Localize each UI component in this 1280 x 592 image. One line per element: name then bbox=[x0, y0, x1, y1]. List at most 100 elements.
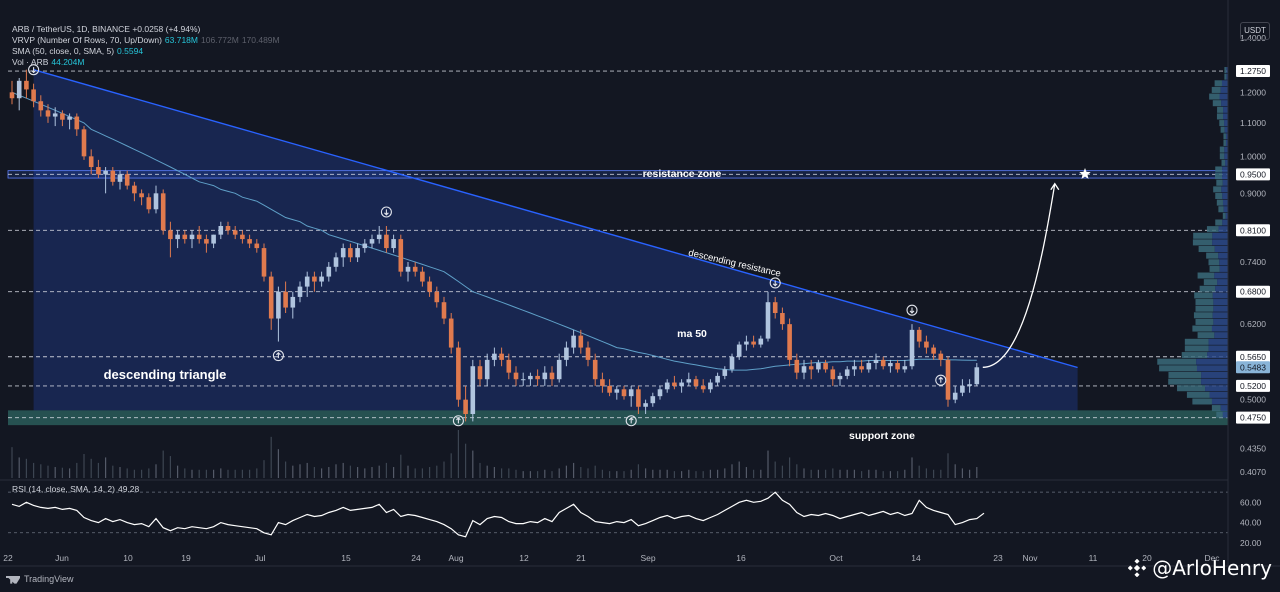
legend-sma-label: SMA (50, close, 0, SMA, 5) bbox=[12, 46, 115, 56]
price-tag-box bbox=[1236, 379, 1270, 392]
volume-bar bbox=[220, 468, 222, 478]
vrvp-row-up bbox=[1219, 146, 1225, 153]
volume-bar bbox=[853, 469, 855, 478]
candle-body bbox=[283, 291, 288, 308]
volume-bar bbox=[652, 469, 654, 478]
price-axis[interactable]: 1.4000 1.2000 1.1000 1.0000 0.9000 0.7400 0.62… bbox=[1227, 0, 1270, 566]
candle-body bbox=[117, 174, 123, 182]
time-tick-label: 20 bbox=[1142, 553, 1152, 563]
price-tick-label: 0.4070 bbox=[1240, 467, 1266, 477]
candle-body bbox=[434, 291, 440, 303]
volume-bar bbox=[126, 468, 128, 478]
candle-body bbox=[348, 248, 353, 258]
candle-body bbox=[513, 372, 519, 380]
volume-bar bbox=[40, 464, 42, 478]
vrvp-row-up bbox=[1192, 239, 1213, 246]
volume-bar bbox=[817, 469, 819, 478]
volume-bar bbox=[493, 467, 495, 478]
volume-bar bbox=[321, 468, 323, 478]
volume-bar bbox=[227, 469, 229, 478]
candle-body bbox=[139, 193, 144, 198]
volume-bar bbox=[544, 469, 546, 478]
volume-bar bbox=[457, 430, 459, 478]
volume-bar bbox=[414, 468, 416, 478]
candle-body bbox=[427, 281, 432, 292]
volume-bar bbox=[364, 468, 366, 478]
candle-body bbox=[895, 363, 900, 370]
volume-bar bbox=[738, 461, 740, 478]
volume-bar bbox=[241, 469, 243, 478]
price-tag-label: 0.4750 bbox=[1240, 413, 1266, 423]
legend-vol-row: Vol · ARB 44.204M bbox=[12, 57, 280, 68]
volume-bar bbox=[515, 469, 517, 478]
vrvp-row-down bbox=[1208, 338, 1228, 345]
arrow-down-icon bbox=[906, 304, 918, 316]
volume-bar bbox=[18, 457, 20, 478]
volume-bar bbox=[904, 469, 906, 478]
candle-body bbox=[600, 379, 605, 386]
candle-body bbox=[679, 382, 684, 386]
volume-bar bbox=[198, 469, 200, 478]
volume-bar bbox=[933, 469, 935, 478]
candle-body bbox=[909, 329, 915, 367]
vrvp-row-down bbox=[1223, 206, 1228, 213]
volume-bar bbox=[249, 469, 251, 478]
candle-body bbox=[816, 363, 821, 370]
time-axis[interactable]: 22 Jun 10 19 Jul 15 24 Aug 12 21 Sep 16 Oct 14 23 Nov 11… bbox=[0, 553, 1280, 567]
candle-body bbox=[326, 266, 332, 277]
breakout-projection bbox=[982, 168, 1091, 368]
vrvp-row-down bbox=[1223, 113, 1228, 120]
price-tag-box bbox=[1236, 411, 1270, 424]
time-tick-label: 15 bbox=[341, 553, 351, 563]
volume-bar bbox=[357, 467, 359, 478]
time-tick-label: Sep bbox=[640, 553, 655, 563]
vrvp-row-down bbox=[1213, 318, 1228, 325]
vrvp-row-up bbox=[1211, 86, 1221, 93]
currency-button[interactable]: USDT bbox=[1240, 22, 1270, 40]
volume-bar bbox=[767, 450, 769, 478]
volume-bar bbox=[825, 469, 827, 478]
volume-bar bbox=[407, 465, 409, 478]
candle-body bbox=[614, 389, 620, 393]
volume-bar bbox=[760, 469, 762, 478]
rsi-legend-label: RSI (14, close, SMA, 14, 2) bbox=[12, 484, 115, 494]
arrow-glyph bbox=[772, 280, 778, 287]
volume-bar bbox=[421, 468, 423, 478]
volume-profile bbox=[1157, 67, 1228, 418]
volume-bar bbox=[796, 464, 798, 478]
candle-body bbox=[621, 389, 627, 397]
tradingview-brand[interactable]: TradingView bbox=[6, 574, 74, 584]
candle-body bbox=[398, 239, 404, 272]
descending-resistance-line[interactable] bbox=[33, 69, 1078, 369]
annotation-label: support zone bbox=[849, 430, 915, 442]
vrvp-row-up bbox=[1217, 106, 1224, 113]
candle-body bbox=[844, 369, 850, 376]
vrvp-row-down bbox=[1221, 100, 1228, 107]
volume-bar bbox=[465, 443, 467, 478]
candle-body bbox=[708, 382, 713, 390]
candle-body bbox=[902, 366, 908, 370]
vrvp-row-down bbox=[1211, 398, 1228, 405]
volume-bar bbox=[234, 469, 236, 478]
time-tick-label: Nov bbox=[1022, 553, 1038, 563]
vrvp-row-up bbox=[1223, 133, 1226, 140]
candle-body bbox=[571, 335, 576, 348]
time-tick-label: 12 bbox=[519, 553, 529, 563]
volume-bar bbox=[184, 468, 186, 478]
candle-body bbox=[585, 347, 591, 360]
candles bbox=[9, 69, 980, 422]
candle-body bbox=[160, 193, 166, 231]
rsi-line bbox=[11, 491, 985, 538]
candle-body bbox=[859, 366, 864, 370]
volume-bar bbox=[846, 469, 848, 478]
legend-vrvp-row: VRVP (Number Of Rows, 70, Up/Down) 63.718… bbox=[12, 35, 280, 46]
volume-bar bbox=[47, 465, 49, 478]
volume-bar bbox=[925, 468, 927, 478]
candle-body bbox=[520, 379, 526, 381]
vrvp-row-up bbox=[1215, 173, 1223, 180]
vrvp-row-down bbox=[1201, 371, 1228, 378]
candle-body bbox=[103, 170, 108, 175]
legend-symbol-row: ARB / TetherUS, 1D, BINANCE +0.0258 (+4.… bbox=[12, 24, 280, 35]
